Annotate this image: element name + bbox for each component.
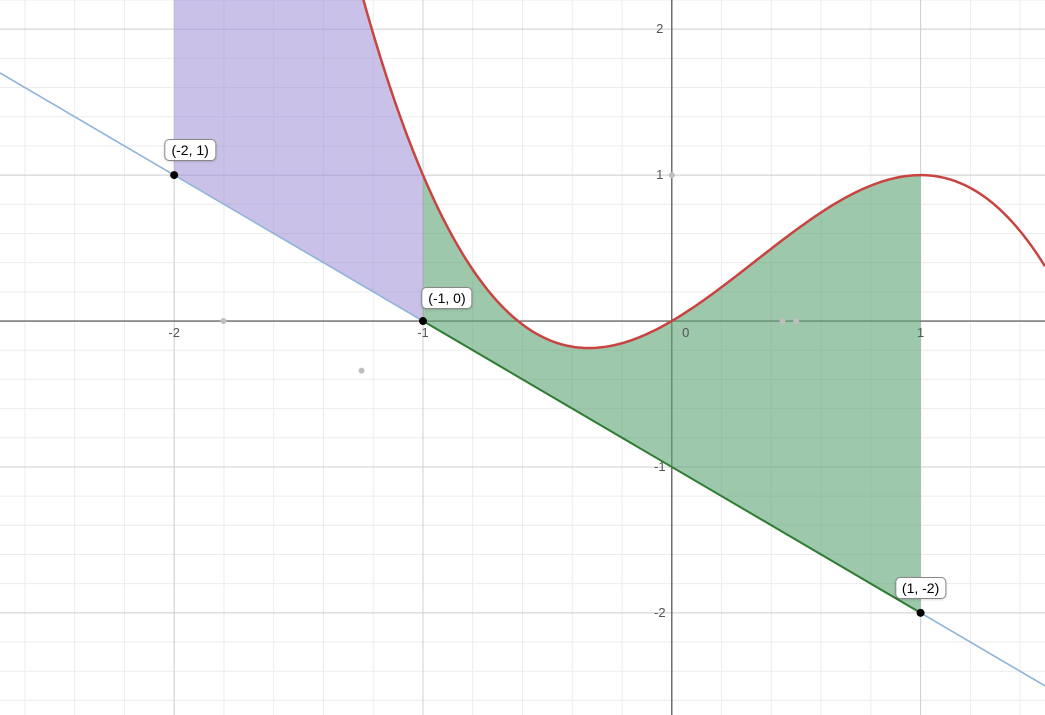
point-label: (-1, 0) bbox=[421, 287, 472, 309]
gray-point bbox=[669, 172, 675, 178]
marked-point bbox=[419, 317, 427, 325]
x-axis-tick: 1 bbox=[917, 325, 924, 340]
marked-point bbox=[170, 171, 178, 179]
y-axis-tick: 1 bbox=[656, 167, 663, 182]
gray-point bbox=[793, 318, 799, 324]
plot-area: -2 -1 0 1 -2 -1 1 2 (-2, 1) (-1, 0) (1, -2) bbox=[0, 0, 1045, 715]
y-axis-tick: 2 bbox=[656, 21, 663, 36]
plot-svg bbox=[0, 0, 1045, 715]
y-axis-tick: -2 bbox=[654, 605, 666, 620]
gray-point bbox=[220, 318, 226, 324]
axis-tick-origin: 0 bbox=[682, 325, 689, 340]
marked-point bbox=[917, 609, 925, 617]
y-axis-tick: -1 bbox=[654, 459, 666, 474]
x-axis-tick: -2 bbox=[168, 325, 180, 340]
gray-point bbox=[780, 318, 786, 324]
point-label: (1, -2) bbox=[895, 577, 946, 599]
point-label: (-2, 1) bbox=[164, 139, 215, 161]
x-axis-tick: -1 bbox=[417, 325, 429, 340]
gray-point bbox=[359, 368, 365, 374]
